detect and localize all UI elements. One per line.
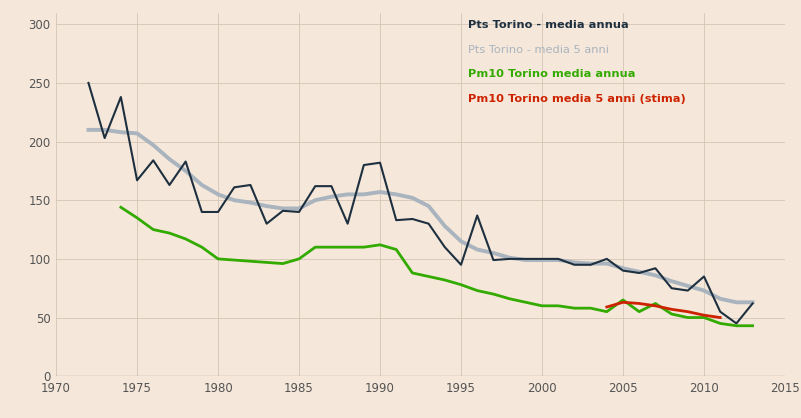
- Text: Pts Torino - media annua: Pts Torino - media annua: [468, 20, 629, 30]
- Text: Pts Torino - media 5 anni: Pts Torino - media 5 anni: [468, 45, 609, 54]
- Text: Pm10 Torino media 5 anni (stima): Pm10 Torino media 5 anni (stima): [468, 94, 686, 104]
- Text: Pm10 Torino media annua: Pm10 Torino media annua: [468, 69, 635, 79]
